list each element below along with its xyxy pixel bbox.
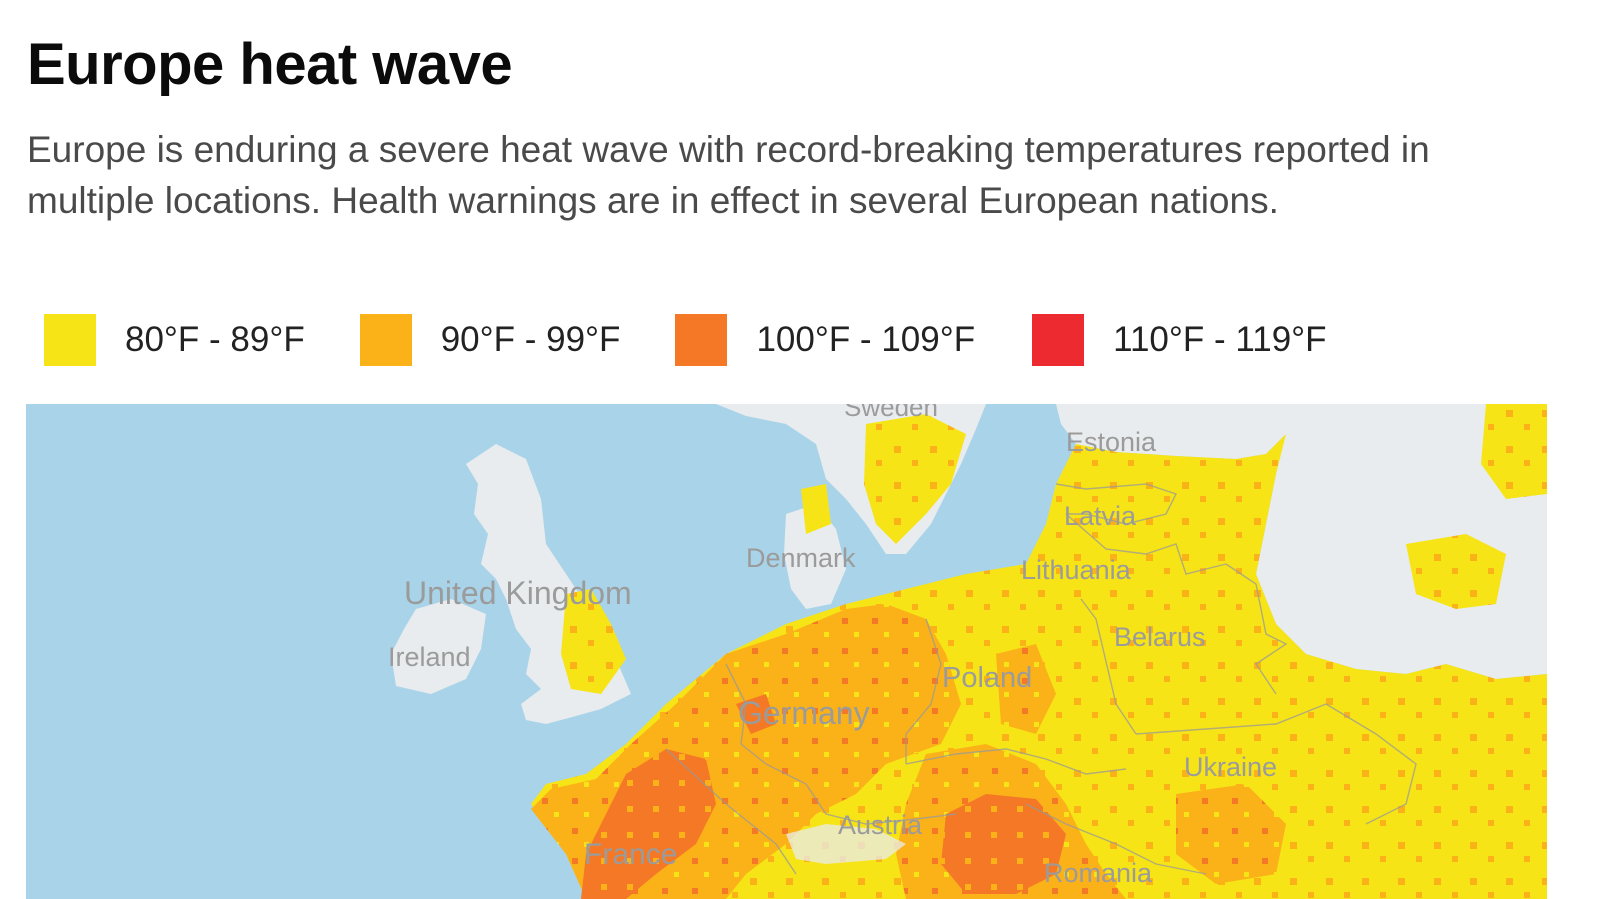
legend-item-100-109: 100°F - 109°F — [675, 314, 975, 366]
label-ireland: Ireland — [388, 642, 471, 672]
label-denmark: Denmark — [746, 543, 856, 573]
label-poland: Poland — [942, 662, 1032, 694]
label-estonia: Estonia — [1066, 427, 1157, 457]
label-france: France — [584, 838, 677, 871]
russia-land — [1256, 404, 1547, 679]
page-title: Europe heat wave — [27, 32, 513, 97]
legend-label-100-109: 100°F - 109°F — [756, 320, 976, 359]
label-united-kingdom: United Kingdom — [404, 575, 632, 611]
legend-item-90-99: 90°F - 99°F — [359, 314, 621, 366]
legend-swatch-90-99 — [359, 314, 412, 366]
legend-label-90-99: 90°F - 99°F — [440, 320, 621, 359]
label-germany: Germany — [738, 695, 870, 731]
label-latvia: Latvia — [1064, 501, 1137, 531]
page-subtitle: Europe is enduring a severe heat wave wi… — [27, 129, 1430, 221]
legend-item-110-119: 110°F - 119°F — [1032, 314, 1327, 366]
label-austria: Austria — [838, 810, 923, 840]
country-borders — [665, 483, 1417, 875]
legend: 80°F - 89°F 90°F - 99°F 100°F - 109°F 11… — [44, 314, 1327, 366]
legend-swatch-100-109 — [675, 314, 728, 366]
legend-item-80-89: 80°F - 89°F — [44, 314, 305, 366]
label-belarus: Belarus — [1114, 622, 1206, 652]
heat-zones — [531, 404, 1547, 899]
legend-swatch-80-89 — [44, 314, 96, 366]
label-romania: Romania — [1044, 858, 1153, 888]
legend-swatch-110-119 — [1032, 314, 1085, 366]
heat-map-svg: Sweden Estonia Latvia Denmark Lithuania … — [26, 404, 1547, 899]
legend-label-80-89: 80°F - 89°F — [125, 320, 305, 359]
country-labels: Sweden Estonia Latvia Denmark Lithuania … — [388, 404, 1277, 888]
legend-label-110-119: 110°F - 119°F — [1113, 320, 1327, 359]
heat-map[interactable]: Sweden Estonia Latvia Denmark Lithuania … — [26, 404, 1547, 899]
label-lithuania: Lithuania — [1021, 555, 1132, 585]
label-ukraine: Ukraine — [1184, 752, 1277, 782]
label-sweden: Sweden — [844, 404, 938, 422]
